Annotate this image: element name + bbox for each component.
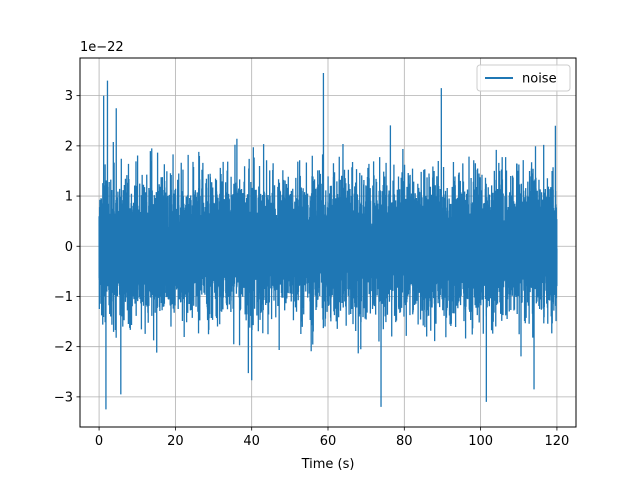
- x-tick-label: 60: [320, 434, 337, 449]
- legend-box: [476, 64, 571, 92]
- x-axis-label: Time (s): [301, 457, 355, 472]
- y-tick-label: 0: [65, 240, 73, 255]
- y-axis-offset-label: 1e−22: [80, 40, 124, 55]
- y-axis-ticks: −3 −2 −1 0 1 2 3: [54, 89, 80, 405]
- x-tick-label: 0: [95, 434, 103, 449]
- y-tick-label: −1: [54, 290, 73, 305]
- y-tick-label: 2: [65, 139, 73, 154]
- x-tick-label: 120: [545, 434, 570, 449]
- x-tick-label: 40: [243, 434, 260, 449]
- x-tick-label: 100: [468, 434, 493, 449]
- legend-label-noise: noise: [522, 72, 557, 87]
- series-noise: [98, 73, 558, 410]
- y-tick-label: 3: [65, 89, 73, 104]
- y-tick-label: 1: [65, 190, 73, 205]
- noise-line: [98, 73, 558, 410]
- x-axis-ticks: 0 20 40 60 80 100 120: [95, 427, 569, 449]
- x-tick-label: 80: [396, 434, 413, 449]
- y-tick-label: −3: [54, 390, 73, 405]
- x-tick-label: 20: [167, 434, 184, 449]
- y-tick-label: −2: [54, 340, 73, 355]
- legend: noise: [476, 64, 571, 92]
